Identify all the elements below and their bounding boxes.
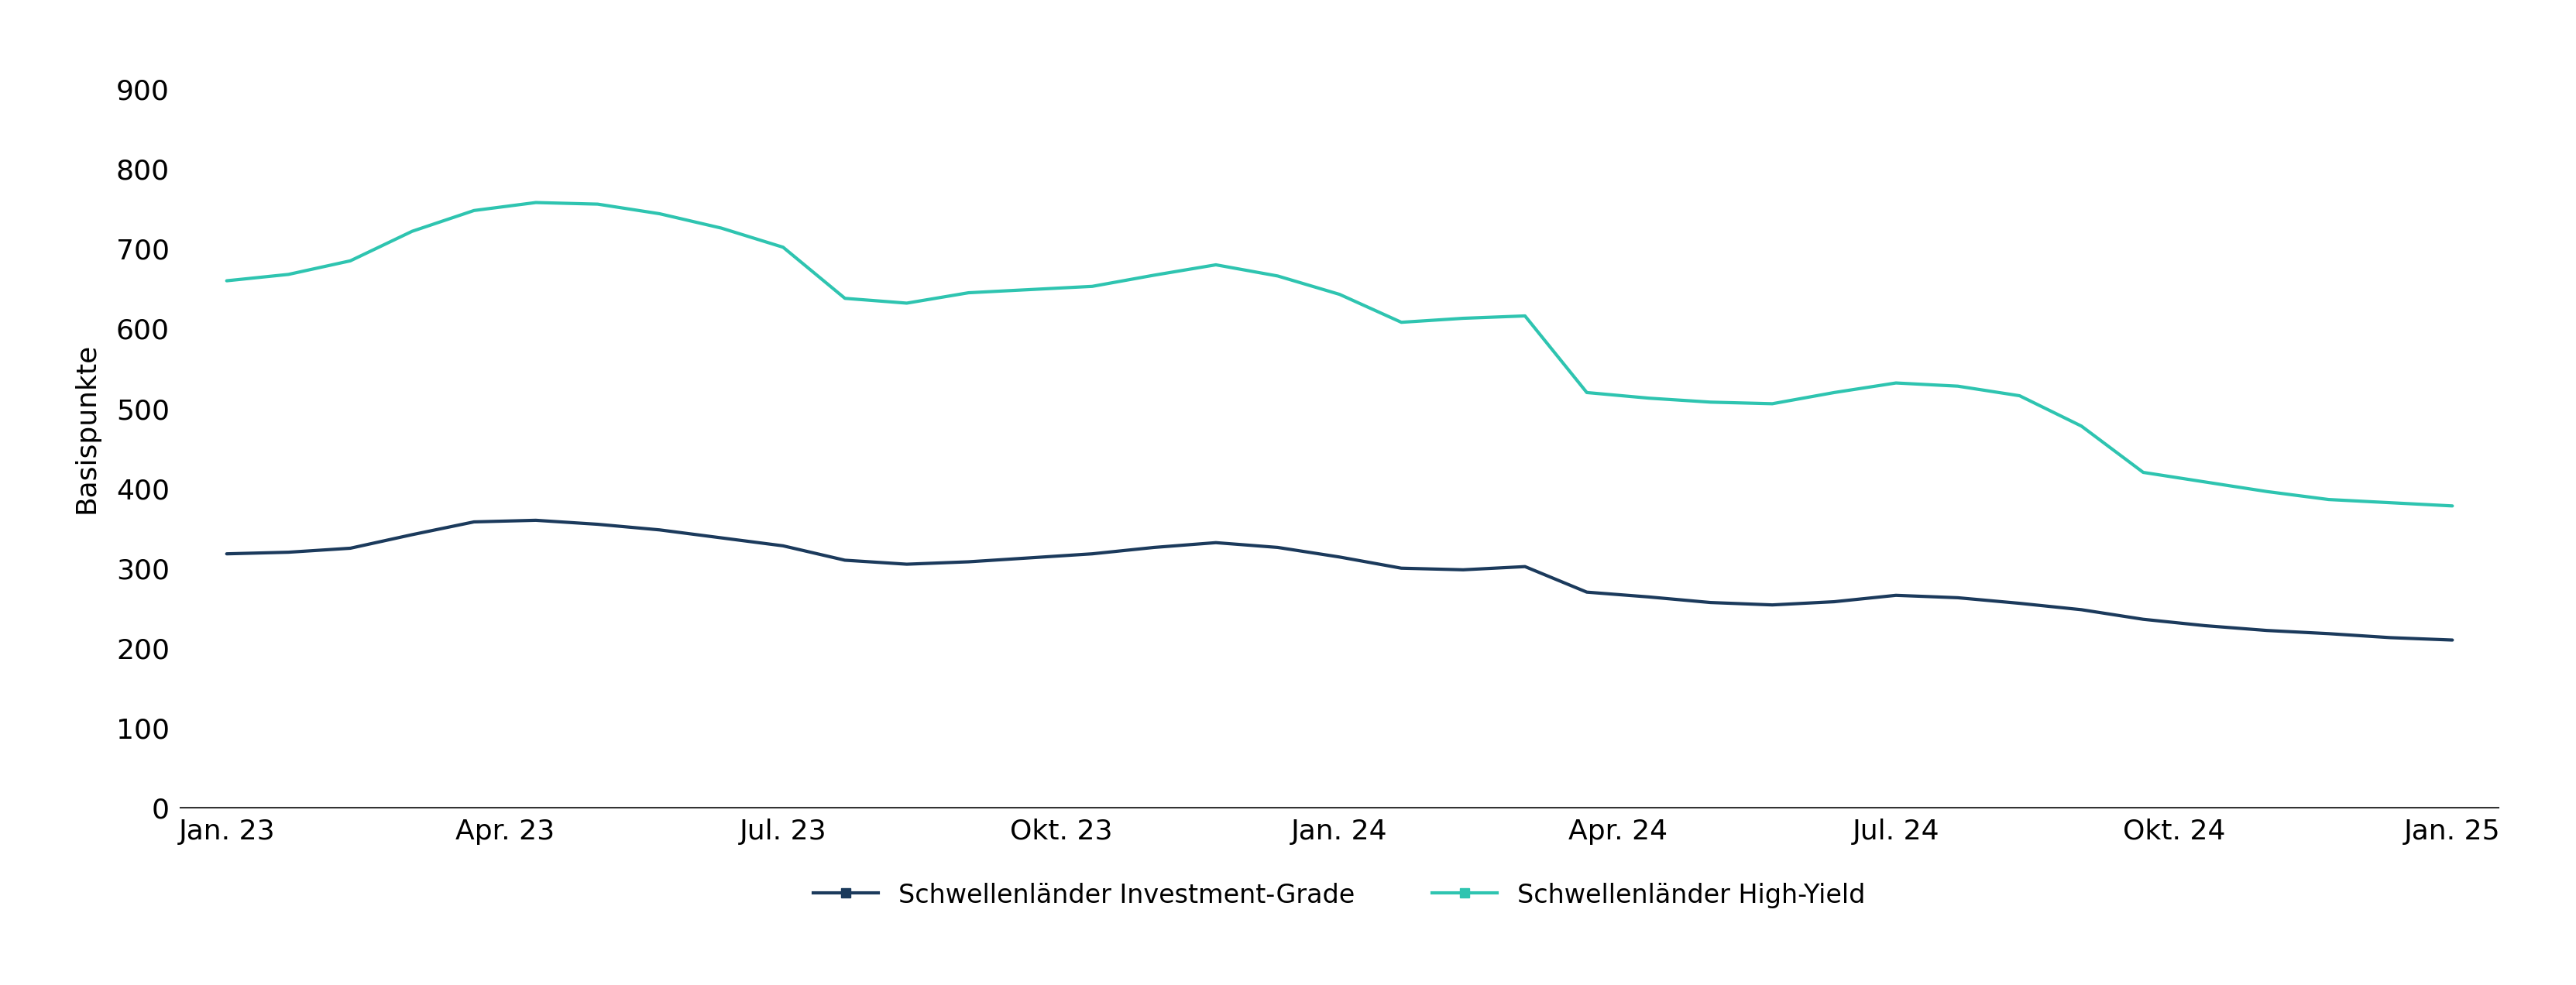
Schwellenländer High-Yield bbox=[1262, 270, 1293, 282]
Schwellenländer Investment-Grade bbox=[2437, 634, 2468, 646]
Schwellenländer Investment-Grade bbox=[582, 518, 613, 530]
Schwellenländer Investment-Grade bbox=[1448, 563, 1479, 575]
Schwellenländer High-Yield bbox=[953, 287, 984, 298]
Line: Schwellenländer High-Yield: Schwellenländer High-Yield bbox=[227, 203, 2452, 506]
Schwellenländer High-Yield bbox=[2375, 496, 2406, 508]
Schwellenländer Investment-Grade bbox=[953, 556, 984, 567]
Schwellenländer Investment-Grade bbox=[829, 555, 860, 566]
Schwellenländer High-Yield bbox=[459, 205, 489, 217]
Schwellenländer Investment-Grade bbox=[2128, 614, 2159, 625]
Schwellenländer High-Yield bbox=[891, 297, 922, 309]
Schwellenländer High-Yield bbox=[829, 293, 860, 304]
Schwellenländer Investment-Grade bbox=[1200, 537, 1231, 549]
Schwellenländer High-Yield bbox=[211, 275, 242, 287]
Y-axis label: Basispunkte: Basispunkte bbox=[75, 343, 100, 514]
Schwellenländer High-Yield bbox=[2251, 486, 2282, 497]
Schwellenländer Investment-Grade bbox=[1942, 592, 1973, 604]
Schwellenländer High-Yield bbox=[644, 208, 675, 220]
Schwellenländer High-Yield bbox=[1880, 377, 1911, 389]
Schwellenländer High-Yield bbox=[1571, 387, 1602, 399]
Schwellenländer Investment-Grade bbox=[644, 524, 675, 536]
Schwellenländer Investment-Grade bbox=[1695, 597, 1726, 609]
Schwellenländer Investment-Grade bbox=[1262, 542, 1293, 554]
Schwellenländer Investment-Grade bbox=[1324, 551, 1355, 562]
Line: Schwellenländer Investment-Grade: Schwellenländer Investment-Grade bbox=[227, 520, 2452, 640]
Schwellenländer Investment-Grade bbox=[1571, 586, 1602, 598]
Schwellenländer Investment-Grade bbox=[1015, 552, 1046, 563]
Schwellenländer Investment-Grade bbox=[335, 543, 366, 555]
Schwellenländer High-Yield bbox=[2190, 476, 2221, 488]
Schwellenländer High-Yield bbox=[1695, 396, 1726, 408]
Schwellenländer High-Yield bbox=[2128, 467, 2159, 479]
Schwellenländer Investment-Grade bbox=[1819, 596, 1850, 608]
Schwellenländer Investment-Grade bbox=[2313, 627, 2344, 639]
Schwellenländer Investment-Grade bbox=[1139, 542, 1170, 554]
Schwellenländer High-Yield bbox=[2313, 493, 2344, 505]
Schwellenländer High-Yield bbox=[2066, 421, 2097, 432]
Schwellenländer Investment-Grade bbox=[891, 558, 922, 570]
Schwellenländer High-Yield bbox=[1386, 316, 1417, 328]
Schwellenländer High-Yield bbox=[335, 255, 366, 267]
Schwellenländer Investment-Grade bbox=[459, 516, 489, 528]
Schwellenländer Investment-Grade bbox=[2004, 598, 2035, 610]
Schwellenländer Investment-Grade bbox=[520, 514, 551, 526]
Schwellenländer Investment-Grade bbox=[397, 529, 428, 541]
Schwellenländer Investment-Grade bbox=[1386, 562, 1417, 574]
Schwellenländer Investment-Grade bbox=[1077, 548, 1108, 559]
Schwellenländer High-Yield bbox=[1448, 312, 1479, 324]
Schwellenländer High-Yield bbox=[273, 269, 304, 281]
Schwellenländer Investment-Grade bbox=[2190, 620, 2221, 631]
Schwellenländer Investment-Grade bbox=[2066, 604, 2097, 616]
Schwellenländer High-Yield bbox=[768, 241, 799, 253]
Schwellenländer Investment-Grade bbox=[1880, 589, 1911, 601]
Legend: Schwellenländer Investment-Grade, Schwellenländer High-Yield: Schwellenländer Investment-Grade, Schwel… bbox=[814, 883, 1865, 908]
Schwellenländer Investment-Grade bbox=[2375, 631, 2406, 643]
Schwellenländer High-Yield bbox=[1510, 310, 1540, 322]
Schwellenländer High-Yield bbox=[520, 197, 551, 209]
Schwellenländer High-Yield bbox=[582, 198, 613, 210]
Schwellenländer Investment-Grade bbox=[768, 540, 799, 552]
Schwellenländer Investment-Grade bbox=[2251, 624, 2282, 636]
Schwellenländer High-Yield bbox=[1200, 259, 1231, 271]
Schwellenländer High-Yield bbox=[1077, 281, 1108, 293]
Schwellenländer Investment-Grade bbox=[211, 548, 242, 559]
Schwellenländer Investment-Grade bbox=[273, 547, 304, 558]
Schwellenländer High-Yield bbox=[1757, 398, 1788, 410]
Schwellenländer Investment-Grade bbox=[1633, 591, 1664, 603]
Schwellenländer High-Yield bbox=[1015, 284, 1046, 296]
Schwellenländer High-Yield bbox=[397, 226, 428, 237]
Schwellenländer High-Yield bbox=[2004, 390, 2035, 402]
Schwellenländer High-Yield bbox=[2437, 500, 2468, 512]
Schwellenländer High-Yield bbox=[1633, 392, 1664, 404]
Schwellenländer High-Yield bbox=[1819, 387, 1850, 399]
Schwellenländer High-Yield bbox=[1942, 380, 1973, 392]
Schwellenländer High-Yield bbox=[706, 223, 737, 234]
Schwellenländer High-Yield bbox=[1324, 289, 1355, 300]
Schwellenländer Investment-Grade bbox=[1510, 560, 1540, 572]
Schwellenländer Investment-Grade bbox=[1757, 599, 1788, 611]
Schwellenländer Investment-Grade bbox=[706, 532, 737, 544]
Schwellenländer High-Yield bbox=[1139, 269, 1170, 281]
